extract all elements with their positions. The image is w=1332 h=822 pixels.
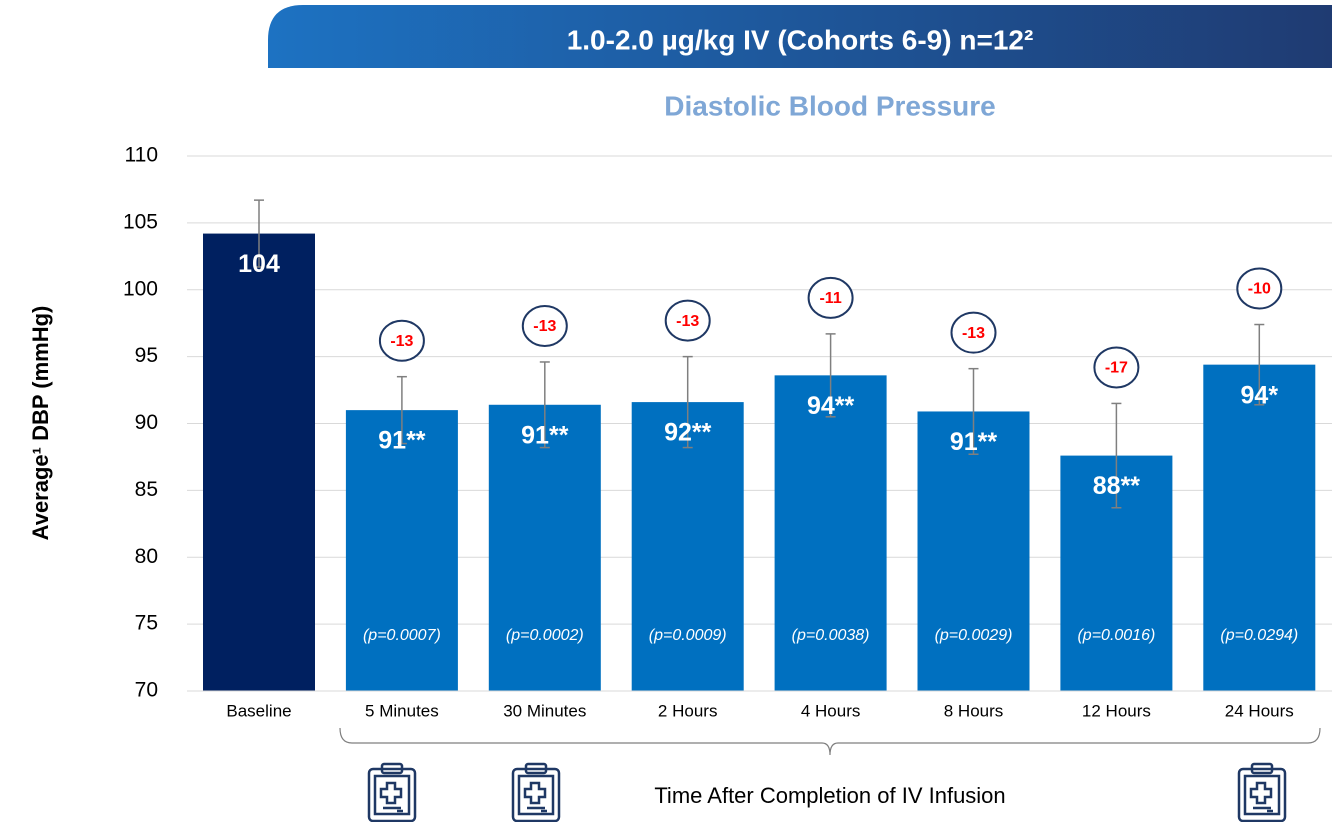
data-label: 88**: [1093, 472, 1141, 500]
y-tick-label: 80: [135, 545, 158, 568]
p-value: (p=0.0016): [1077, 627, 1155, 644]
bar: [1203, 364, 1316, 691]
data-label: 94*: [1241, 381, 1279, 409]
bar: [488, 404, 601, 691]
p-value: (p=0.0009): [649, 627, 727, 644]
p-value: (p=0.0038): [792, 627, 870, 644]
change-label: -13: [390, 333, 413, 350]
y-tick-label: 95: [135, 344, 158, 367]
clipboard-icon: [1237, 762, 1287, 822]
x-tick-label: 24 Hours: [1225, 701, 1294, 720]
y-tick-label: 105: [123, 210, 158, 233]
clipboard-icon: [511, 762, 561, 822]
change-circle: [950, 311, 997, 354]
data-label: 91**: [521, 421, 569, 449]
change-label: -10: [1248, 281, 1271, 298]
bar: [917, 411, 1030, 691]
bar: [631, 402, 744, 691]
change-circle: [521, 304, 568, 347]
change-label: -11: [819, 290, 841, 307]
data-label: 92**: [664, 419, 712, 447]
clipboard-icons: [367, 762, 1287, 822]
x-tick-label: 2 Hours: [658, 701, 718, 720]
bar: [345, 410, 458, 691]
data-label: 91**: [950, 428, 998, 456]
bracket: [339, 727, 1321, 756]
y-tick-label: 70: [135, 679, 158, 702]
change-circle: [378, 319, 425, 362]
y-tick-label: 90: [135, 411, 158, 434]
p-value: (p=0.0002): [506, 627, 584, 644]
change-label: -13: [533, 318, 556, 335]
x-tick-label: 30 Minutes: [503, 701, 586, 720]
chart-title: Diastolic Blood Pressure: [664, 90, 995, 121]
clipboard-icon: [367, 762, 417, 822]
bar: [203, 233, 315, 691]
y-tick-label: 75: [135, 612, 158, 635]
change-label: -13: [962, 325, 985, 342]
p-value: (p=0.0029): [935, 627, 1013, 644]
x-tick-label: Baseline: [226, 701, 291, 720]
data-label: 91**: [378, 427, 426, 455]
p-value: (p=0.0294): [1220, 627, 1298, 644]
data-label: 104: [238, 250, 280, 278]
bar: [774, 375, 887, 691]
banner-title: 1.0-2.0 µg/kg IV (Cohorts 6-9) n=12²: [567, 24, 1034, 55]
x-tick-label: 8 Hours: [944, 701, 1004, 720]
y-tick-label: 100: [123, 277, 158, 300]
data-label: 94**: [807, 392, 855, 420]
change-label: -13: [676, 313, 699, 330]
change-circle: [1093, 346, 1140, 389]
change-circle: [1236, 267, 1283, 310]
p-value: (p=0.0007): [363, 627, 441, 644]
banner-background: [268, 5, 1332, 68]
y-tick-label: 110: [125, 144, 158, 167]
change-label: -17: [1105, 360, 1128, 377]
y-tick-label: 85: [135, 478, 158, 501]
x-tick-label: 5 Minutes: [365, 701, 439, 720]
x-axis-label: Time After Completion of IV Infusion: [654, 783, 1005, 808]
change-circle: [807, 276, 854, 319]
y-axis-label: Average¹ DBP (mmHg): [28, 306, 53, 541]
x-tick-label: 12 Hours: [1082, 701, 1151, 720]
x-tick-label: 4 Hours: [801, 701, 861, 720]
change-circle: [664, 299, 711, 342]
